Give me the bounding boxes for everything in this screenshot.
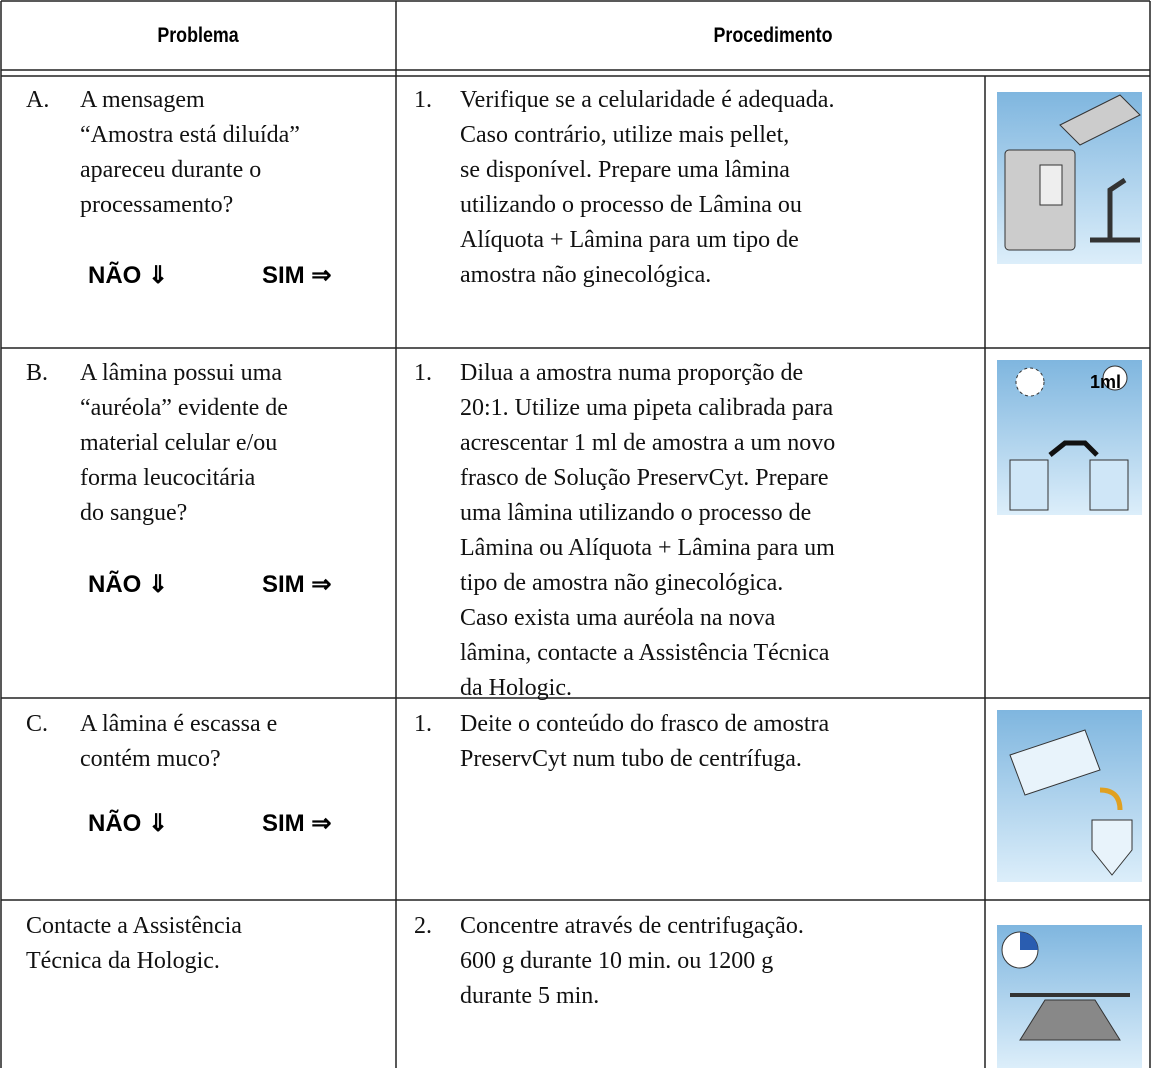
procedure-text: frasco de Solução PreservCyt. Prepare	[460, 465, 829, 491]
problem-label: A.	[26, 87, 50, 113]
procedure-text: Dilua a amostra numa proporção de	[460, 360, 804, 386]
answer-yes: SIM ⇒	[262, 262, 332, 289]
procedure-text: uma lâmina utilizando o processo de	[460, 500, 812, 526]
procedure-text: tipo de amostra não ginecológica.	[460, 570, 784, 596]
answer-yes: SIM ⇒	[262, 810, 332, 837]
icon-processor	[997, 92, 1142, 264]
header: Problema	[157, 24, 239, 47]
icon-centrifuge	[997, 925, 1142, 1068]
procedure-text: Verifique se a celularidade é adequada.	[460, 87, 835, 113]
procedure-text: se disponível. Prepare uma lâmina	[460, 157, 790, 183]
icon-label: 1ml	[1090, 372, 1122, 392]
procedure-text: amostra não ginecológica.	[460, 262, 712, 288]
problem-text: A lâmina possui uma	[80, 360, 282, 386]
procedure-text: Lâmina ou Alíquota + Lâmina para um	[460, 535, 835, 561]
problem-text: A mensagem	[80, 87, 205, 113]
step-number: 1.	[414, 360, 432, 386]
problem-text: “auréola” evidente de	[80, 395, 288, 421]
icon-dilution	[997, 360, 1142, 515]
procedure-text: acrescentar 1 ml de amostra a um novo	[460, 430, 836, 456]
step-number: 2.	[414, 913, 432, 939]
icon-pour	[997, 710, 1142, 882]
problem-text: Técnica da Hologic.	[26, 948, 220, 974]
answer-no: NÃO ⇓	[88, 571, 169, 598]
procedure-text: durante 5 min.	[460, 983, 600, 1009]
procedure-text: utilizando o processo de Lâmina ou	[460, 192, 802, 218]
step-number: 1.	[414, 87, 432, 113]
procedure-text: Concentre através de centrifugação.	[460, 913, 804, 939]
problem-text: apareceu durante o	[80, 157, 262, 183]
problem-label: B.	[26, 360, 49, 386]
procedure-text: Caso exista uma auréola na nova	[460, 605, 776, 631]
procedure-text: Deite o conteúdo do frasco de amostra	[460, 711, 830, 737]
problem-text: material celular e/ou	[80, 430, 278, 456]
procedure-text: lâmina, contacte a Assistência Técnica	[460, 640, 830, 666]
answer-yes: SIM ⇒	[262, 571, 332, 598]
procedure-text: Alíquota + Lâmina para um tipo de	[460, 227, 799, 253]
problem-label: C.	[26, 711, 49, 737]
procedure-text: Caso contrário, utilize mais pellet,	[460, 122, 790, 148]
header: Procedimento	[713, 24, 833, 47]
problem-text: processamento?	[80, 192, 234, 218]
answer-no: NÃO ⇓	[88, 262, 169, 289]
procedure-text: 600 g durante 10 min. ou 1200 g	[460, 948, 774, 974]
procedure-text: da Hologic.	[460, 675, 572, 701]
step-number: 1.	[414, 711, 432, 737]
problem-text: Contacte a Assistência	[26, 913, 242, 939]
problem-text: contém muco?	[80, 746, 221, 772]
problem-text: “Amostra está diluída”	[80, 122, 300, 148]
problem-text: do sangue?	[80, 500, 188, 526]
problem-text: forma leucocitária	[80, 465, 256, 491]
problem-text: A lâmina é escassa e	[80, 711, 278, 737]
procedure-text: PreservCyt num tubo de centrífuga.	[460, 746, 802, 772]
procedure-text: 20:1. Utilize uma pipeta calibrada para	[460, 395, 834, 421]
answer-no: NÃO ⇓	[88, 810, 169, 837]
